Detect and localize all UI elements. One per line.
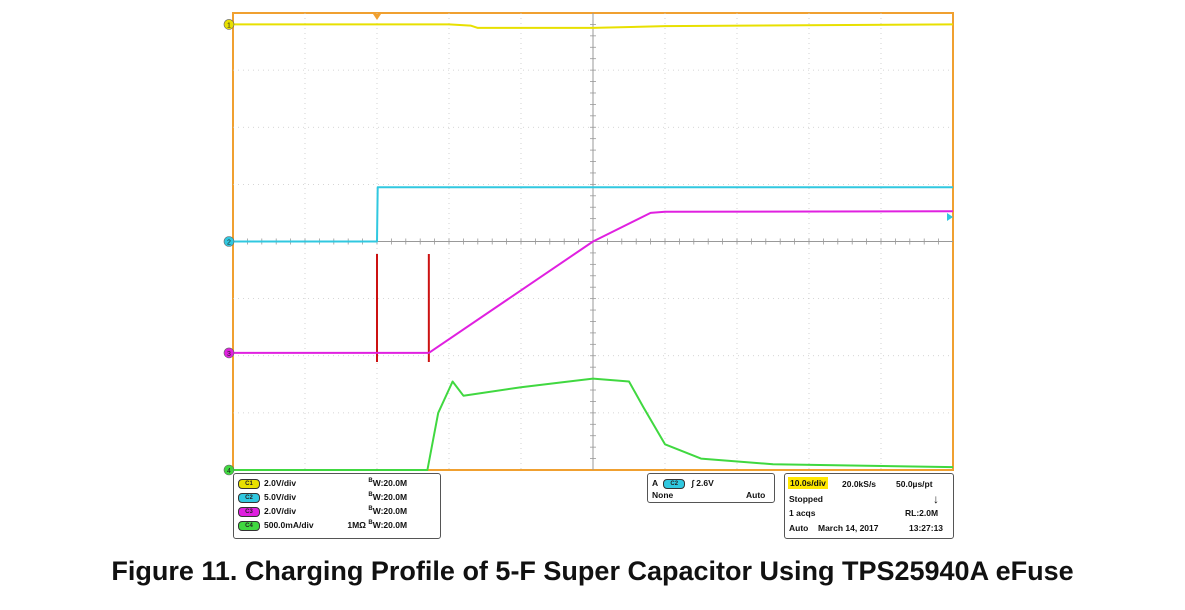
trace-vin bbox=[233, 23, 954, 29]
channel-scale: 500.0mA/div bbox=[264, 520, 314, 530]
channel-4-number: 4 bbox=[227, 468, 231, 475]
figure-caption: Figure 11. Charging Profile of 5-F Super… bbox=[111, 556, 1074, 586]
channel-2-number: 2 bbox=[227, 240, 231, 247]
trigger-readout-panel: A C2 ∫ 2.6V None Auto bbox=[647, 473, 775, 503]
bandwidth-icon: BW: bbox=[368, 478, 384, 488]
channel-readout-panel: C1 2.0V/div BW:20.0M C2 5.0V/div BW:20.0M C3… bbox=[233, 473, 441, 539]
channel-scale: 2.0V/div bbox=[264, 506, 297, 516]
trigger-level-marker bbox=[947, 213, 953, 221]
record-length: RL:2.0M bbox=[905, 508, 939, 518]
channel-4-ground-marker bbox=[223, 464, 235, 476]
trace-icap bbox=[233, 377, 954, 471]
channel-bandwidth: 20.0M bbox=[383, 506, 408, 516]
trigger-mode1: None bbox=[652, 490, 674, 500]
acq-date: March 14, 2017 bbox=[818, 523, 879, 533]
channel-1-number: 1 bbox=[227, 22, 231, 29]
time-per-point: 50.0µs/pt bbox=[896, 479, 933, 489]
trigger-source: A bbox=[652, 478, 658, 488]
channel-2-ground-marker bbox=[223, 236, 235, 247]
waveform-traces bbox=[233, 23, 954, 471]
bandwidth-icon: BW: bbox=[368, 520, 384, 530]
channel-coupling: 1MΩ bbox=[347, 520, 366, 530]
acq-time: 13:27:13 bbox=[909, 523, 944, 533]
trigger-channel-badge: C2 bbox=[663, 478, 686, 489]
channel-row: C1 2.0V/div BW:20.0M bbox=[238, 478, 407, 489]
channel-row: C2 5.0V/div BW:20.0M bbox=[238, 492, 407, 503]
trigger-level: 2.6V bbox=[696, 478, 714, 488]
channel-row: C4 500.0mA/div 1MΩ BW:20.0M bbox=[238, 520, 407, 531]
acq-state: Stopped bbox=[789, 494, 823, 504]
channel-bandwidth: 20.0M bbox=[383, 520, 408, 530]
trigger-position-marker bbox=[373, 14, 381, 20]
channel-scale: 5.0V/div bbox=[264, 492, 297, 502]
trace-vcap bbox=[233, 210, 954, 354]
channel-badge: C4 bbox=[238, 520, 260, 531]
bandwidth-icon: BW: bbox=[368, 506, 384, 516]
channel-row: C3 2.0V/div BW:20.0M bbox=[238, 506, 407, 517]
channel-scale: 2.0V/div bbox=[264, 478, 297, 488]
trace-en bbox=[233, 186, 953, 243]
channel-markers: 1 2 3 4 bbox=[223, 19, 235, 476]
channel-1-ground-marker bbox=[223, 19, 235, 30]
channel-3-ground-marker bbox=[223, 347, 235, 359]
acq-mode: Auto bbox=[789, 523, 809, 533]
arrow-down-icon: ↓ bbox=[933, 492, 939, 506]
channel-badge: C1 bbox=[238, 478, 260, 489]
trigger-edge-icon: ∫ bbox=[691, 478, 694, 488]
channel-3-number: 3 bbox=[227, 351, 231, 358]
bandwidth-icon: BW: bbox=[368, 492, 384, 502]
sample-rate: 20.0kS/s bbox=[842, 479, 877, 489]
acq-count: 1 acqs bbox=[789, 508, 816, 518]
trigger-mode2: Auto bbox=[746, 490, 766, 500]
channel-badge: C3 bbox=[238, 506, 260, 517]
channel-badge: C2 bbox=[238, 492, 260, 503]
timebase: 10.0s/div bbox=[788, 477, 828, 489]
cursor-markers bbox=[376, 254, 430, 362]
channel-bandwidth: 20.0M bbox=[383, 478, 408, 488]
channel-bandwidth: 20.0M bbox=[383, 492, 408, 502]
acquisition-readout-panel: 10.0s/div 20.0kS/s 50.0µs/pt Stopped ↓ 1… bbox=[784, 473, 954, 539]
